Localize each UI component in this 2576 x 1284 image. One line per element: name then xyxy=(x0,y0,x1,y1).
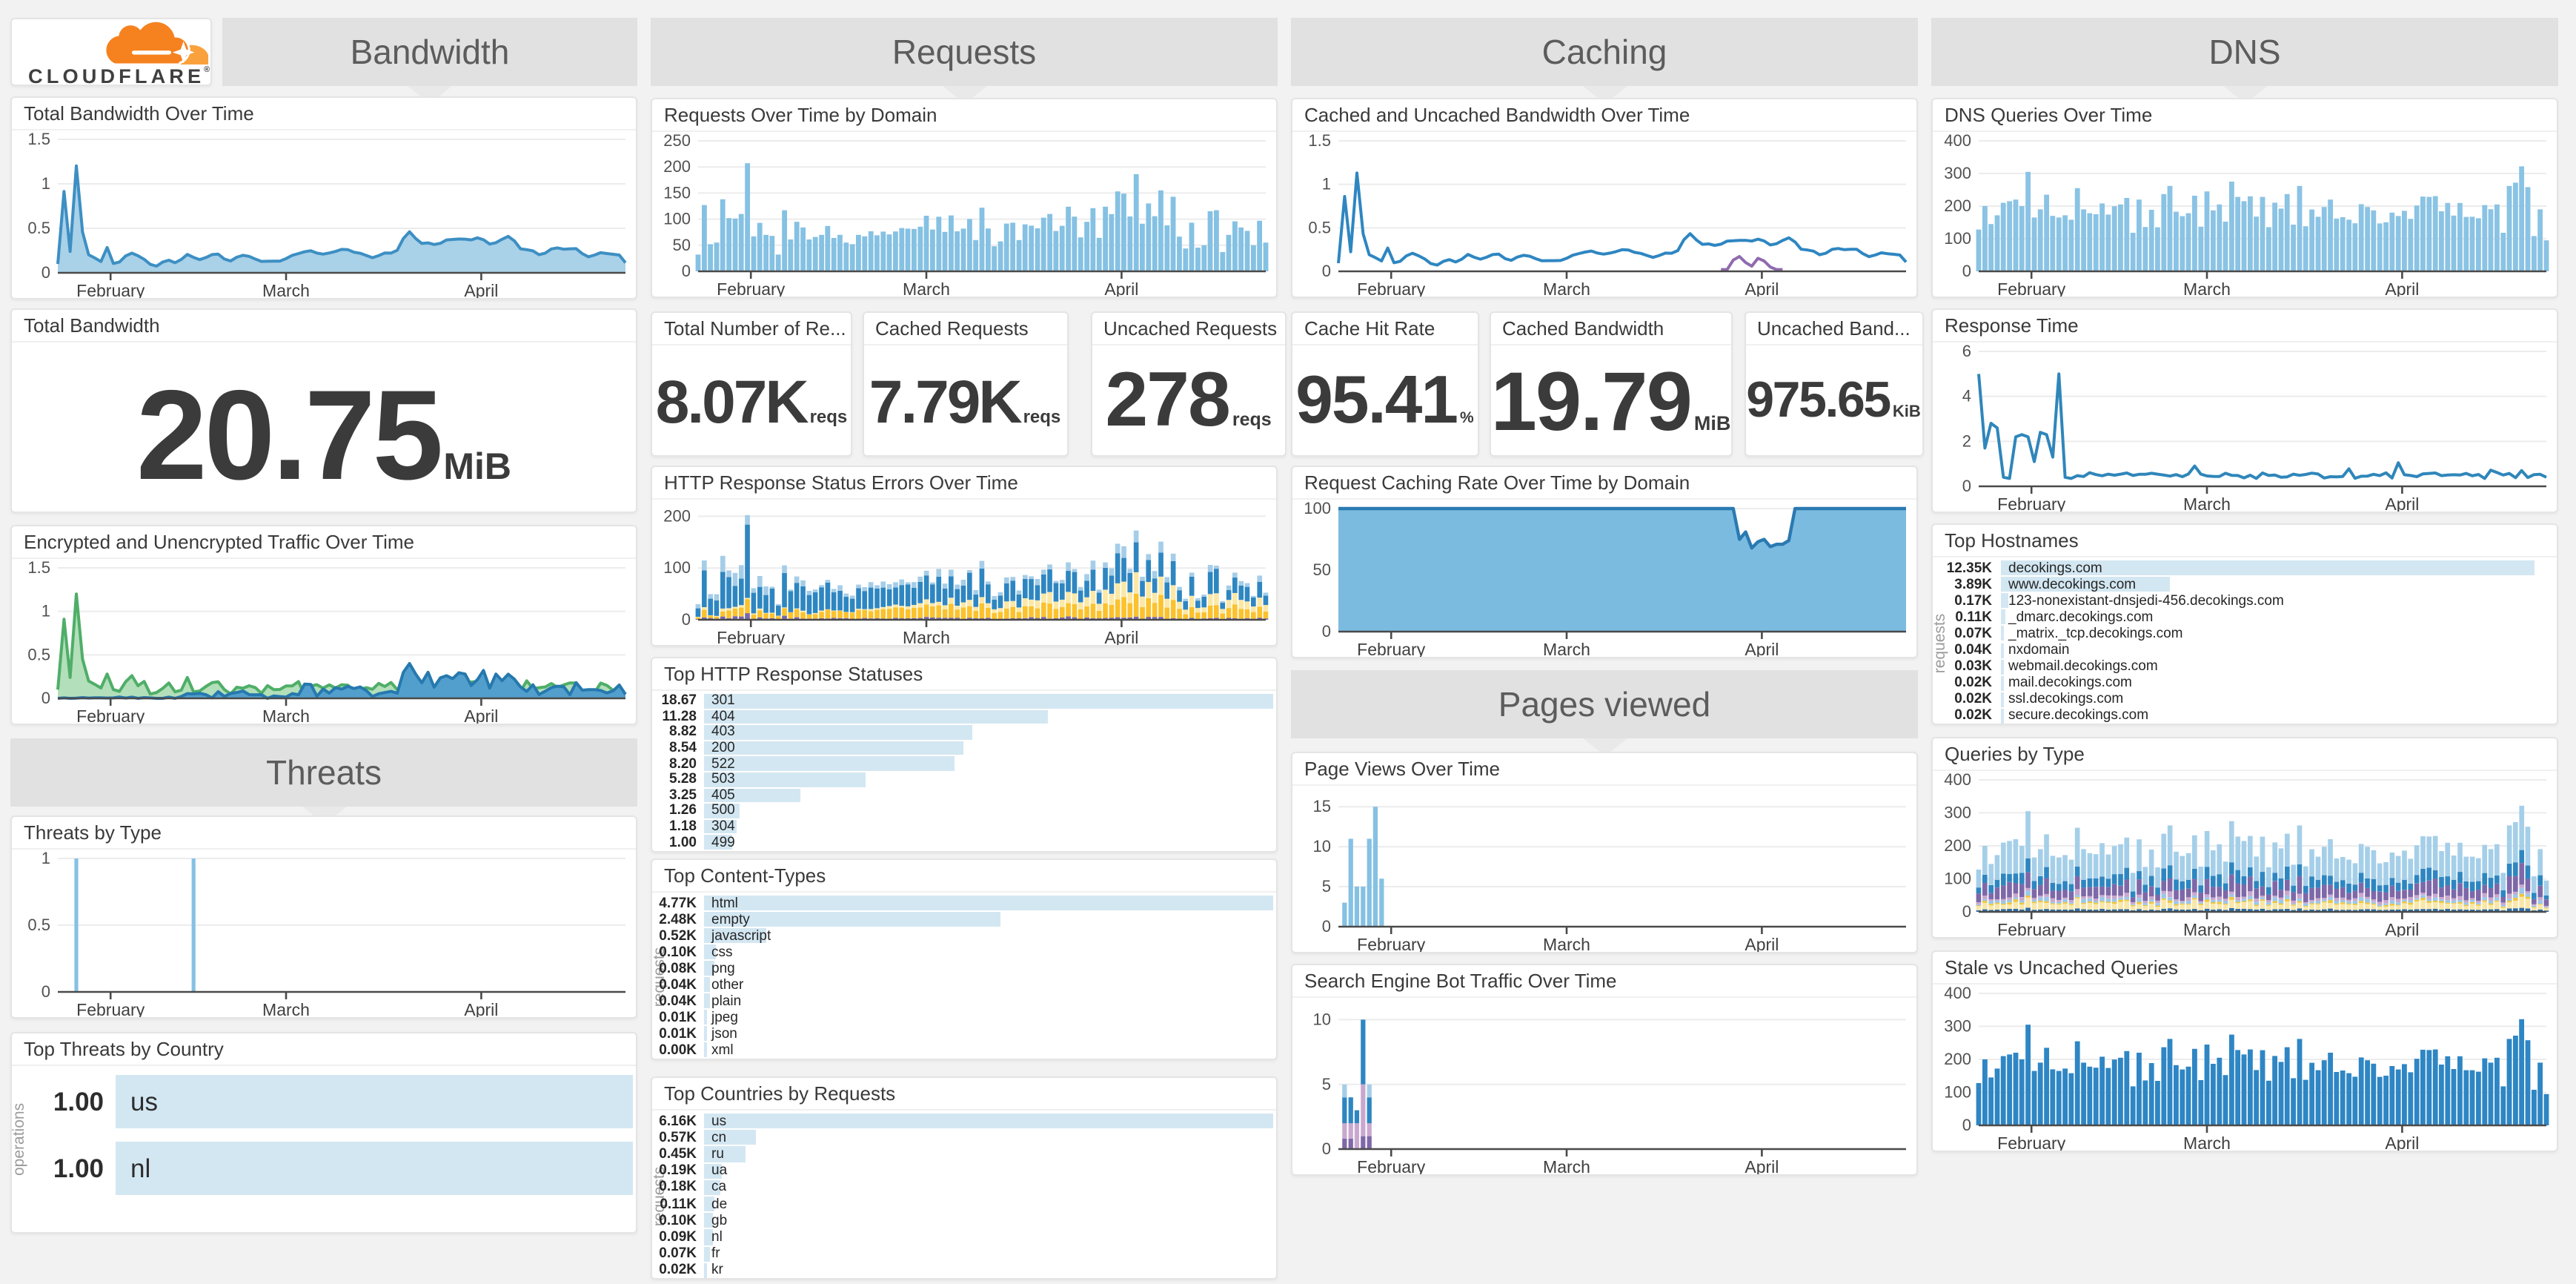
svg-text:April: April xyxy=(464,1000,498,1019)
svg-text:March: March xyxy=(262,281,310,300)
svg-text:February: February xyxy=(1997,1134,2066,1152)
svg-text:2: 2 xyxy=(1962,431,1971,450)
svg-text:April: April xyxy=(2385,920,2419,939)
svg-text:1: 1 xyxy=(42,602,50,621)
svg-text:400: 400 xyxy=(1944,133,1971,150)
svg-text:100: 100 xyxy=(1304,501,1331,517)
svg-text:March: March xyxy=(1543,640,1590,658)
svg-text:April: April xyxy=(2385,279,2419,298)
svg-text:0: 0 xyxy=(1322,1139,1331,1158)
svg-text:March: March xyxy=(903,279,950,298)
svg-text:100: 100 xyxy=(1944,229,1971,248)
svg-text:March: March xyxy=(1543,279,1590,298)
svg-text:April: April xyxy=(1745,935,1779,953)
svg-text:15: 15 xyxy=(1313,797,1331,815)
svg-text:0: 0 xyxy=(1962,1116,1971,1134)
svg-text:April: April xyxy=(1745,279,1779,298)
svg-text:1.5: 1.5 xyxy=(27,560,50,577)
svg-text:100: 100 xyxy=(663,210,691,228)
svg-text:0: 0 xyxy=(1962,902,1971,921)
svg-text:March: March xyxy=(2183,920,2231,939)
svg-text:1: 1 xyxy=(42,174,50,193)
svg-text:1.5: 1.5 xyxy=(1308,133,1331,150)
svg-text:300: 300 xyxy=(1944,164,1971,182)
svg-text:March: March xyxy=(2183,279,2231,298)
svg-text:0.5: 0.5 xyxy=(27,219,50,237)
svg-text:6: 6 xyxy=(1962,344,1971,360)
svg-text:February: February xyxy=(1997,279,2066,298)
svg-text:0: 0 xyxy=(1962,262,1971,280)
svg-text:0: 0 xyxy=(1322,917,1331,936)
svg-text:March: March xyxy=(2183,1134,2231,1152)
svg-text:February: February xyxy=(1357,279,1426,298)
svg-text:10: 10 xyxy=(1313,1010,1331,1028)
svg-text:April: April xyxy=(464,706,498,725)
svg-text:1: 1 xyxy=(1322,175,1331,193)
svg-text:February: February xyxy=(1357,640,1426,658)
svg-text:0: 0 xyxy=(1962,477,1971,495)
svg-text:April: April xyxy=(464,281,498,300)
svg-text:0: 0 xyxy=(42,263,50,282)
svg-text:1.5: 1.5 xyxy=(27,132,50,148)
svg-text:February: February xyxy=(1997,920,2066,939)
svg-text:April: April xyxy=(1104,279,1138,298)
svg-text:300: 300 xyxy=(1944,1017,1971,1036)
svg-text:April: April xyxy=(1104,628,1138,646)
svg-text:200: 200 xyxy=(663,506,691,525)
svg-text:February: February xyxy=(76,1000,145,1019)
svg-text:April: April xyxy=(1745,1157,1779,1176)
svg-text:March: March xyxy=(262,1000,310,1019)
svg-text:February: February xyxy=(717,279,786,298)
svg-text:200: 200 xyxy=(663,157,691,176)
svg-text:300: 300 xyxy=(1944,804,1971,822)
svg-text:March: March xyxy=(262,706,310,725)
svg-text:February: February xyxy=(1997,494,2066,513)
svg-text:0.5: 0.5 xyxy=(27,645,50,663)
svg-text:0: 0 xyxy=(682,262,691,280)
svg-text:4: 4 xyxy=(1962,387,1971,406)
svg-text:0: 0 xyxy=(1322,262,1331,280)
svg-text:150: 150 xyxy=(663,183,691,202)
svg-text:February: February xyxy=(76,706,145,725)
svg-text:March: March xyxy=(903,628,950,646)
svg-text:0: 0 xyxy=(682,610,691,629)
svg-text:100: 100 xyxy=(1944,869,1971,887)
svg-text:200: 200 xyxy=(1944,836,1971,855)
svg-text:400: 400 xyxy=(1944,986,1971,1002)
svg-text:April: April xyxy=(2385,1134,2419,1152)
svg-text:CLOUDFLARE: CLOUDFLARE xyxy=(28,64,205,86)
svg-text:February: February xyxy=(1357,1157,1426,1176)
svg-text:200: 200 xyxy=(1944,196,1971,215)
svg-text:50: 50 xyxy=(1313,560,1331,579)
svg-text:50: 50 xyxy=(673,236,691,254)
svg-text:®: ® xyxy=(204,65,210,74)
svg-text:250: 250 xyxy=(663,133,691,150)
svg-text:0: 0 xyxy=(1322,622,1331,641)
svg-text:5: 5 xyxy=(1322,877,1331,896)
svg-text:100: 100 xyxy=(663,558,691,577)
svg-text:April: April xyxy=(1745,640,1779,658)
svg-text:0.5: 0.5 xyxy=(1308,218,1331,236)
svg-text:April: April xyxy=(2385,494,2419,513)
svg-text:March: March xyxy=(1543,935,1590,953)
svg-text:200: 200 xyxy=(1944,1050,1971,1068)
svg-text:February: February xyxy=(717,628,786,646)
svg-text:February: February xyxy=(1357,935,1426,953)
svg-text:1: 1 xyxy=(42,851,50,867)
svg-text:0: 0 xyxy=(42,689,50,707)
svg-text:0: 0 xyxy=(42,982,50,1001)
svg-text:March: March xyxy=(1543,1157,1590,1176)
svg-text:100: 100 xyxy=(1944,1082,1971,1101)
svg-text:0.5: 0.5 xyxy=(27,916,50,934)
svg-text:10: 10 xyxy=(1313,837,1331,856)
svg-text:February: February xyxy=(76,281,145,300)
svg-text:400: 400 xyxy=(1944,772,1971,789)
svg-text:5: 5 xyxy=(1322,1075,1331,1093)
svg-text:March: March xyxy=(2183,494,2231,513)
